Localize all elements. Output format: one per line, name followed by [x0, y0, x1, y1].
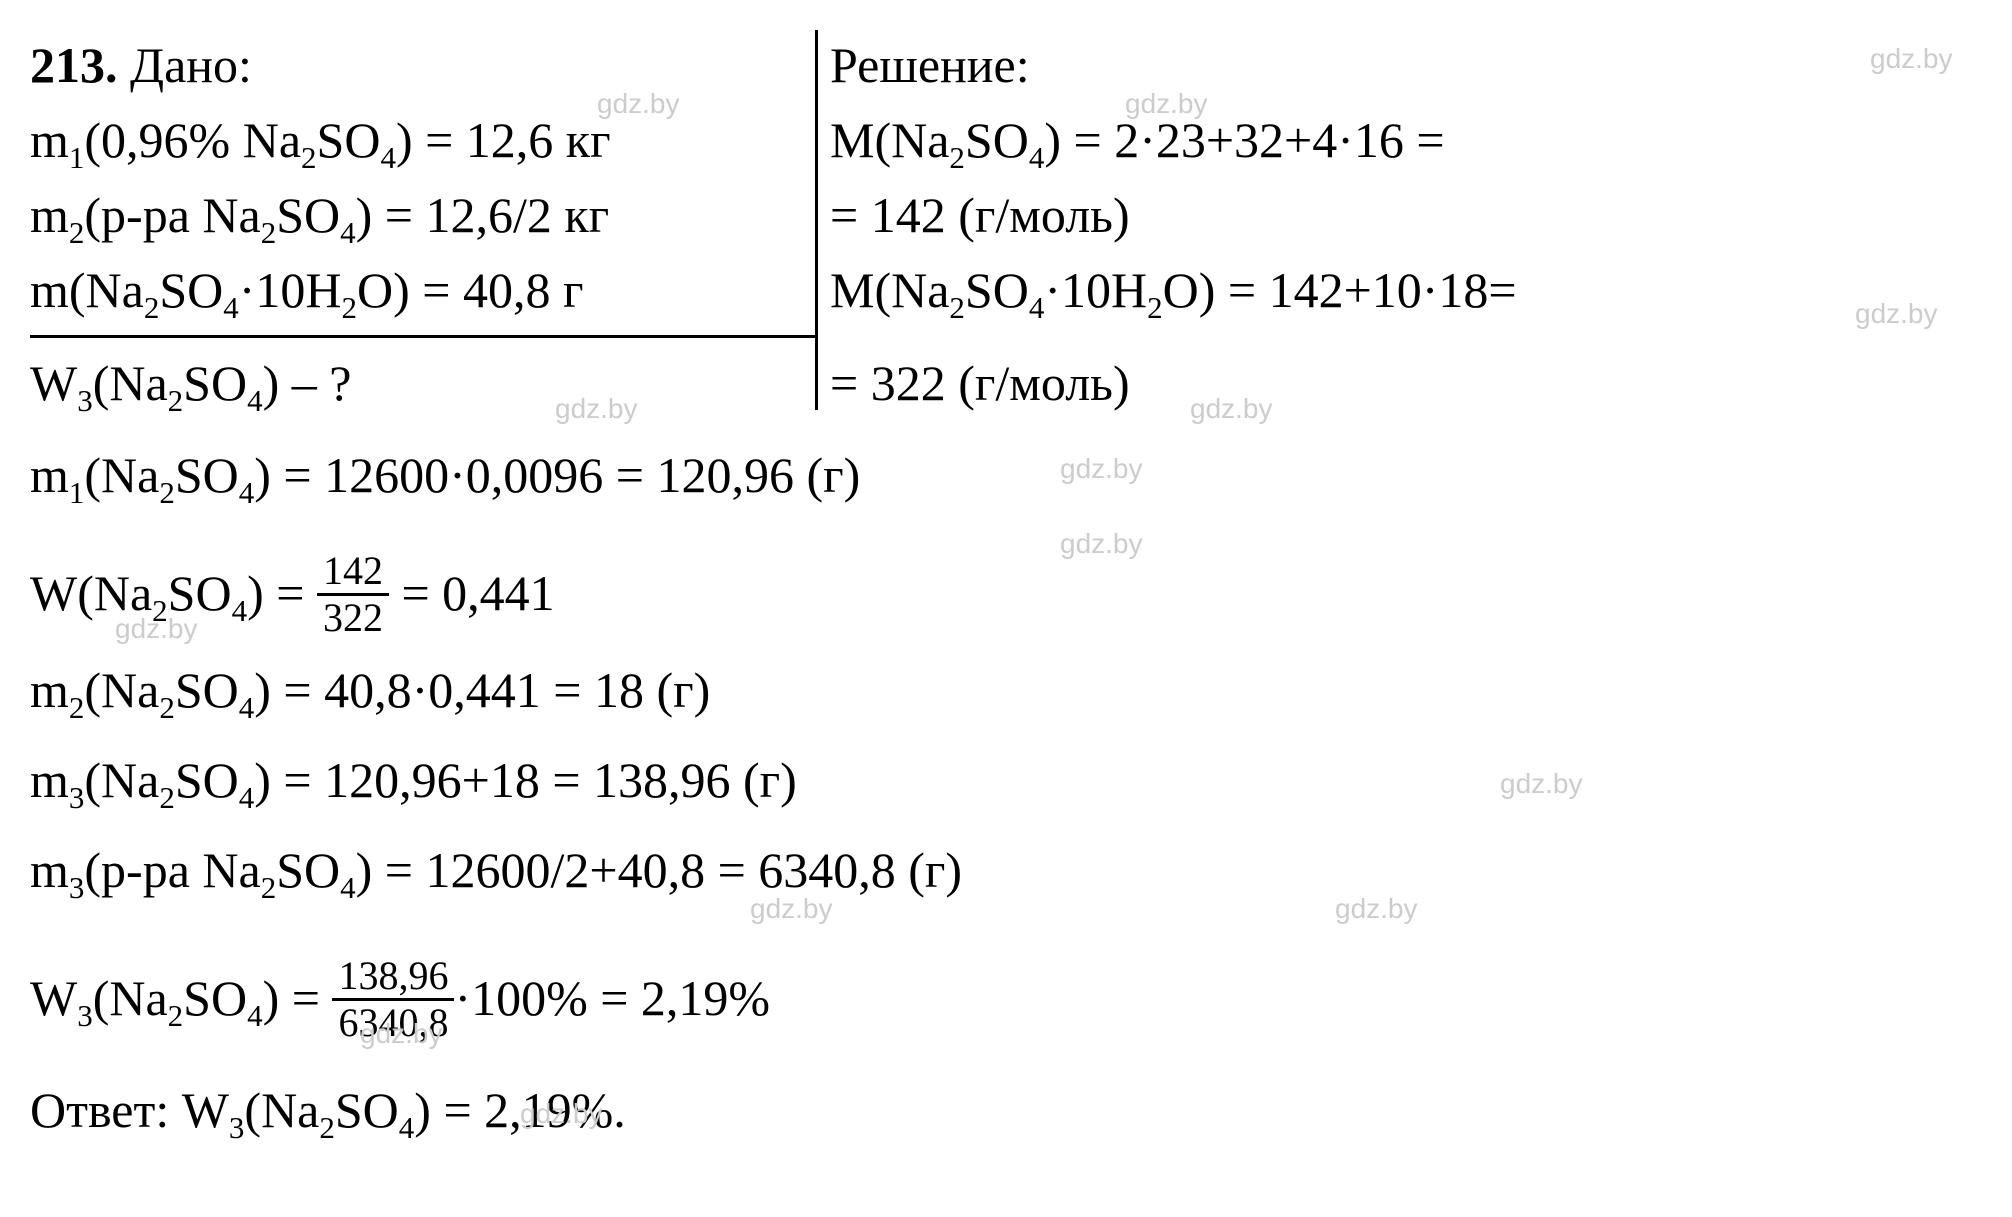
answer-line: Ответ: W3(Na2SO4) = 2,19%. [30, 1085, 626, 1135]
problem-number: 213. [30, 37, 118, 93]
watermark: gdz.by [1500, 770, 1583, 798]
watermark: gdz.by [1060, 455, 1143, 483]
watermark: gdz.by [1190, 395, 1273, 423]
line-solution-header: Решение: [830, 40, 1030, 90]
watermark: gdz.by [1335, 895, 1418, 923]
solution-2b: = 322 (г/моль) [830, 358, 1130, 408]
watermark: gdz.by [1060, 530, 1143, 558]
watermark: gdz.by [750, 895, 833, 923]
solution-label: Решение: [830, 37, 1030, 93]
unknown: W3(Na2SO4) – ? [30, 358, 351, 408]
calc-6: W3(Na2SO4) = 138,966340,8·100% = 2,19% [30, 960, 770, 1047]
watermark: gdz.by [1855, 300, 1938, 328]
calc-1: m1(Na2SO4) = 12600·0,0096 = 120,96 (г) [30, 450, 860, 500]
fraction-142-322: 142322 [317, 551, 389, 638]
solution-1b: = 142 (г/моль) [830, 190, 1130, 240]
fraction-138-6340: 138,966340,8 [332, 956, 454, 1043]
watermark: gdz.by [555, 395, 638, 423]
calc-5: m3(р-ра Na2SO4) = 12600/2+40,8 = 6340,8 … [30, 845, 962, 895]
given-underline [30, 335, 815, 338]
watermark: gdz.by [1870, 45, 1953, 73]
answer-label: Ответ: [30, 1082, 169, 1138]
solution-1: M(Na2SO4) = 2·23+32+4·16 = [830, 115, 1445, 165]
line-given-header: 213. Дано: [30, 40, 252, 90]
given-solution-divider [815, 30, 818, 410]
given-1: m1(0,96% Na2SO4) = 12,6 кг [30, 115, 611, 165]
calc-3: m2(Na2SO4) = 40,8·0,441 = 18 (г) [30, 665, 710, 715]
given-3: m(Na2SO4·10H2O) = 40,8 г [30, 265, 584, 315]
calc-2: W(Na2SO4) = 142322 = 0,441 [30, 555, 555, 642]
given-label: Дано: [130, 37, 252, 93]
calc-4: m3(Na2SO4) = 120,96+18 = 138,96 (г) [30, 755, 797, 805]
given-2: m2(р-ра Na2SO4) = 12,6/2 кг [30, 190, 609, 240]
solution-2: M(Na2SO4·10H2O) = 142+10·18= [830, 265, 1517, 315]
